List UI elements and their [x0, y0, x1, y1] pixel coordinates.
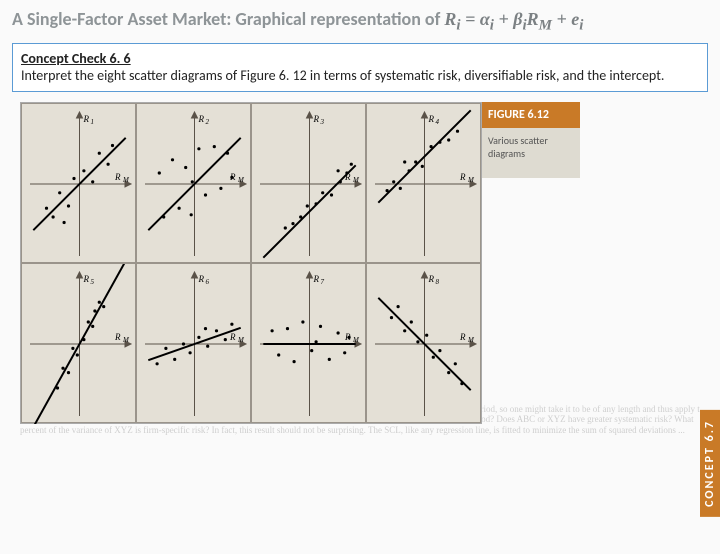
svg-text:5: 5: [91, 278, 95, 286]
svg-text:M: M: [352, 176, 360, 184]
title-equation: Ri = αi + βiRM + ei: [444, 9, 583, 29]
svg-text:M: M: [122, 336, 130, 344]
svg-text:R: R: [229, 332, 236, 342]
svg-text:2: 2: [206, 118, 210, 126]
svg-text:R: R: [83, 274, 90, 284]
svg-text:R: R: [459, 332, 466, 342]
svg-text:R: R: [313, 114, 320, 124]
figure-number-tab: FIGURE 6.12: [482, 102, 580, 128]
svg-text:M: M: [467, 176, 475, 184]
svg-text:R: R: [114, 172, 121, 182]
svg-text:4: 4: [436, 118, 440, 126]
page-title: A Single-Factor Asset Market: Graphical …: [0, 0, 720, 39]
figure-area: R1 RM R2 RM R3 RM R4 RM R5 RM: [0, 102, 720, 424]
svg-text:R: R: [198, 114, 205, 124]
scatter-cell-6: R6 RM: [136, 263, 251, 423]
svg-text:R: R: [428, 114, 435, 124]
figure-caption: Various scatter diagrams: [482, 128, 580, 178]
svg-text:R: R: [114, 332, 121, 342]
svg-text:8: 8: [436, 278, 440, 286]
scatter-cell-5: R5 RM: [21, 263, 136, 423]
title-text: A Single-Factor Asset Market: Graphical …: [12, 8, 444, 30]
scatter-cell-4: R4 RM: [366, 103, 481, 263]
concept-check-box: Concept Check 6. 6 Interpret the eight s…: [12, 43, 708, 92]
scatter-cell-7: R7 RM: [251, 263, 366, 423]
scatter-cell-3: R3 RM: [251, 103, 366, 263]
scatter-cell-1: R1 RM: [21, 103, 136, 263]
svg-text:M: M: [237, 176, 245, 184]
svg-text:7: 7: [321, 278, 325, 286]
svg-text:R: R: [83, 114, 90, 124]
svg-text:M: M: [122, 176, 130, 184]
svg-text:M: M: [352, 336, 360, 344]
scatter-cell-8: R8 RM: [366, 263, 481, 423]
scatter-cell-2: R2 RM: [136, 103, 251, 263]
svg-text:3: 3: [320, 118, 325, 126]
svg-text:M: M: [467, 336, 475, 344]
svg-text:R: R: [313, 274, 320, 284]
figure-label-block: FIGURE 6.12 Various scatter diagrams: [482, 102, 580, 178]
svg-text:R: R: [459, 172, 466, 182]
svg-text:R: R: [198, 274, 205, 284]
concept-side-tab: CONCEPT 6.7: [700, 410, 720, 517]
scatter-panel: R1 RM R2 RM R3 RM R4 RM R5 RM: [20, 102, 482, 424]
ghost-text: So far we have considered portfolio inve…: [20, 404, 700, 554]
svg-text:M: M: [237, 336, 245, 344]
concept-check-heading: Concept Check 6. 6: [21, 50, 131, 67]
svg-text:1: 1: [91, 118, 95, 126]
svg-text:6: 6: [206, 278, 210, 286]
svg-text:R: R: [428, 274, 435, 284]
concept-check-body: Interpret the eight scatter diagrams of …: [21, 67, 664, 84]
